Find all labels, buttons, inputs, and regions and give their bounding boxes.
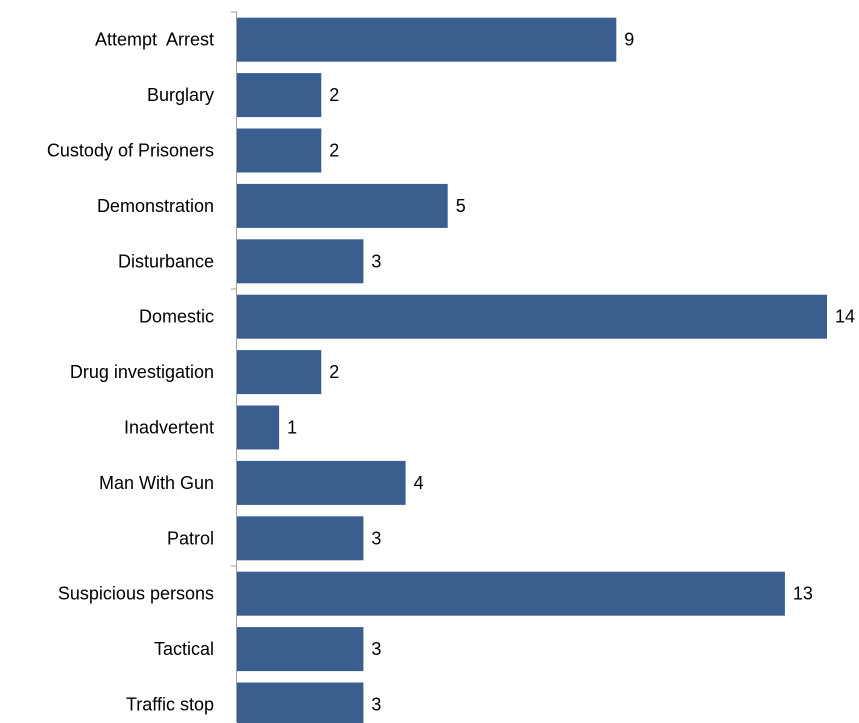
data-label-drug-investigation: 2 [329, 362, 339, 382]
category-label-suspicious-persons: Suspicious persons [58, 584, 214, 604]
data-label-man-with-gun: 4 [414, 473, 424, 493]
category-labels-layer: Attempt Arrest Burglary Custody of Prisone… [47, 30, 214, 715]
bar-burglary [237, 73, 322, 118]
data-label-custody-of-prisoners: 2 [329, 141, 339, 161]
y-axis-ticks-layer [231, 11, 237, 567]
category-label-attempt-arrest: Attempt Arrest [95, 30, 214, 50]
bar-demonstration [237, 183, 448, 228]
category-label-patrol: Patrol [167, 528, 214, 548]
bar-suspicious-persons [237, 571, 785, 616]
bar-inadvertent [237, 405, 280, 450]
bar-drug-investigation [237, 350, 322, 395]
bar-disturbance [237, 239, 364, 284]
bar-custody-of-prisoners [237, 128, 322, 173]
data-label-inadvertent: 1 [287, 418, 297, 438]
category-label-custody-of-prisoners: Custody of Prisoners [47, 141, 214, 161]
data-label-attempt-arrest: 9 [624, 30, 634, 50]
bar-attempt-arrest [237, 17, 617, 62]
data-label-tactical: 3 [371, 639, 381, 659]
category-label-domestic: Domestic [139, 307, 214, 327]
category-label-disturbance: Disturbance [118, 251, 214, 271]
data-label-burglary: 2 [329, 85, 339, 105]
data-label-traffic-stop: 3 [371, 695, 381, 715]
data-label-suspicious-persons: 13 [793, 584, 813, 604]
category-label-man-with-gun: Man With Gun [99, 473, 214, 493]
data-label-demonstration: 5 [456, 196, 466, 216]
bar-traffic-stop [237, 682, 364, 723]
bars-layer [237, 17, 827, 723]
data-label-domestic: 14 [835, 307, 855, 327]
bar-tactical [237, 627, 364, 672]
data-label-disturbance: 3 [371, 251, 381, 271]
category-label-demonstration: Demonstration [97, 196, 214, 216]
category-label-traffic-stop: Traffic stop [126, 695, 214, 715]
category-label-inadvertent: Inadvertent [124, 418, 214, 438]
bar-patrol [237, 516, 364, 561]
category-label-tactical: Tactical [154, 639, 214, 659]
category-label-drug-investigation: Drug investigation [70, 362, 214, 382]
category-label-burglary: Burglary [147, 85, 214, 105]
data-label-patrol: 3 [371, 528, 381, 548]
bar-domestic [237, 294, 827, 339]
bar-man-with-gun [237, 460, 406, 505]
